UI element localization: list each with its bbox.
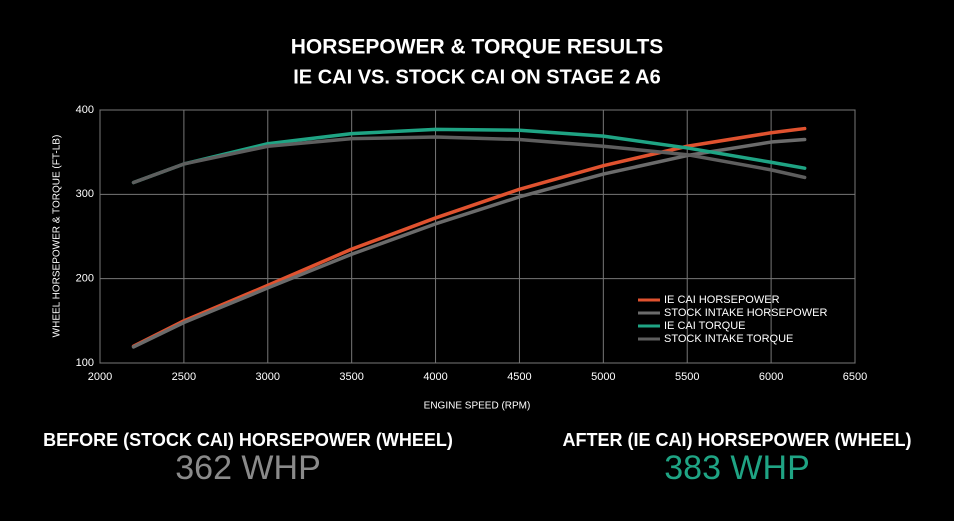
legend-label: IE CAI HORSEPOWER [664,294,780,306]
legend-label: STOCK INTAKE TORQUE [664,333,793,345]
chart-title: HORSEPOWER & TORQUE RESULTS [291,36,664,59]
legend-label: STOCK INTAKE HORSEPOWER [664,307,827,319]
chart-subtitle: IE CAI VS. STOCK CAI ON STAGE 2 A6 [293,66,660,88]
callout-label: AFTER (IE CAI) HORSEPOWER (WHEEL) [563,430,912,450]
x-tick-label: 4500 [507,371,531,383]
callout-value: 383 WHP [664,449,810,487]
y-tick-label: 400 [76,104,94,116]
y-tick-label: 100 [76,357,94,369]
legend-label: IE CAI TORQUE [664,320,746,332]
x-tick-label: 6500 [843,371,867,383]
series-line [131,135,807,185]
y-axis-label: WHEEL HORSEPOWER & TORQUE (FT-LB) [52,135,63,338]
x-tick-label: 6000 [759,371,783,383]
x-tick-label: 2500 [172,371,196,383]
x-axis-label: ENGINE SPEED (RPM) [424,401,531,412]
x-tick-label: 3500 [339,371,363,383]
x-tick-label: 5500 [675,371,699,383]
callout-label: BEFORE (STOCK CAI) HORSEPOWER (WHEEL) [43,430,453,450]
x-tick-label: 2000 [88,371,112,383]
x-tick-label: 5000 [591,371,615,383]
x-tick-label: 4000 [423,371,447,383]
x-tick-label: 3000 [256,371,280,383]
y-tick-label: 300 [76,188,94,200]
y-tick-label: 200 [76,273,94,285]
series-line [131,126,807,348]
series-line [131,137,807,349]
callout-value: 362 WHP [175,449,321,487]
